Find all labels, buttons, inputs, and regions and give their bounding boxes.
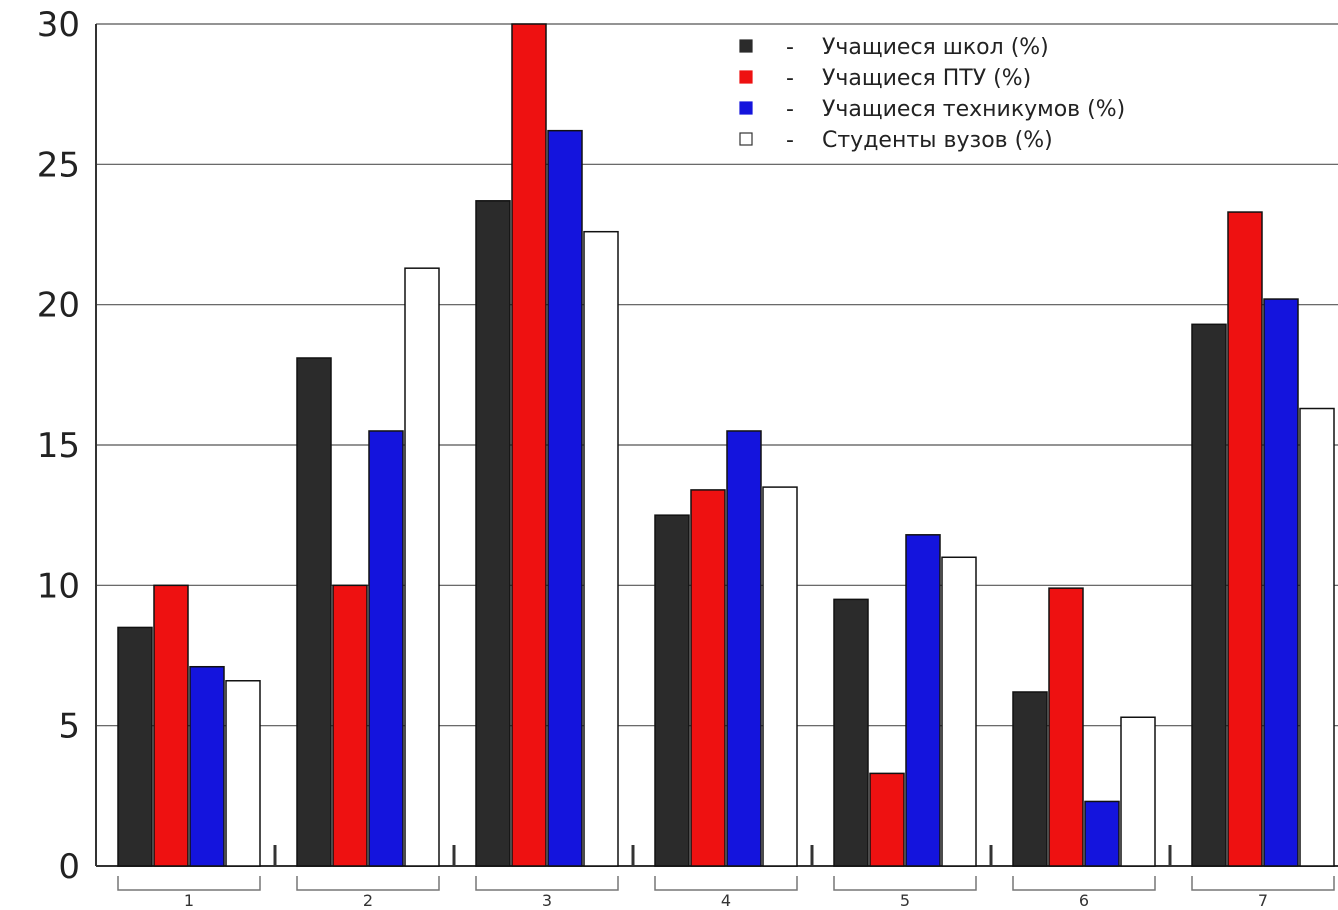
legend-separator: - (786, 66, 794, 91)
legend-label: Учащиеся техникумов (%) (822, 97, 1125, 122)
bar (1263, 298, 1299, 867)
bar (1012, 691, 1048, 867)
bar (296, 357, 332, 867)
bar (332, 584, 368, 867)
x-category-label: 2 (363, 891, 373, 910)
bar (1084, 800, 1120, 867)
bar (1227, 211, 1263, 867)
y-tick-label: 25 (37, 145, 80, 185)
legend-marker (739, 39, 753, 53)
bar (869, 772, 905, 867)
y-tick-label: 30 (37, 5, 80, 45)
legend-marker (739, 70, 753, 84)
bar (762, 486, 798, 867)
x-category-label: 7 (1258, 891, 1268, 910)
bar (726, 430, 762, 867)
category-bracket (117, 876, 261, 891)
y-tick-label: 5 (58, 707, 80, 747)
legend: - Учащиеся школ (%) - Учащиеся ПТУ (%) - Учащ… (720, 26, 1330, 158)
legend-separator: - (786, 97, 794, 122)
legend-label: Учащиеся ПТУ (%) (822, 66, 1031, 91)
bar (1191, 323, 1227, 867)
x-category-label: 3 (542, 891, 552, 910)
legend-marker (739, 132, 753, 146)
category-bracket (833, 876, 977, 891)
category-bracket (1191, 876, 1335, 891)
legend-separator: - (786, 35, 794, 60)
bar (1120, 716, 1156, 867)
x-category-labels: 1 2 3 4 5 6 7 (184, 891, 1268, 910)
legend-separator: - (786, 128, 794, 153)
y-tick-labels: 0 5 10 15 20 25 30 (37, 5, 80, 887)
bar (117, 626, 153, 867)
bar (404, 267, 440, 867)
bar (475, 200, 511, 867)
category-bracket (654, 876, 798, 891)
group-separators (117, 845, 1335, 891)
legend-label: Учащиеся школ (%) (822, 35, 1049, 60)
bar (1299, 407, 1335, 867)
y-tick-label: 0 (58, 847, 80, 887)
bar (1048, 587, 1084, 867)
bar (225, 680, 261, 867)
category-bracket (475, 876, 619, 891)
bar (905, 534, 941, 867)
bar (583, 230, 619, 867)
x-category-label: 1 (184, 891, 194, 910)
bars (117, 23, 1335, 867)
legend-label: Студенты вузов (%) (822, 128, 1053, 153)
bar (654, 514, 690, 867)
x-category-label: 4 (721, 891, 731, 910)
y-tick-label: 20 (37, 286, 80, 326)
bar (511, 23, 547, 867)
y-tick-label: 15 (37, 426, 80, 466)
category-bracket (296, 876, 440, 891)
legend-background (720, 26, 1330, 158)
bar (547, 129, 583, 867)
category-bracket (1012, 876, 1156, 891)
bar (189, 665, 225, 867)
x-category-label: 5 (900, 891, 910, 910)
bar (368, 430, 404, 867)
legend-marker (739, 101, 753, 115)
y-tick-label: 10 (37, 566, 80, 606)
bar (941, 556, 977, 867)
bar (833, 598, 869, 867)
x-category-label: 6 (1079, 891, 1089, 910)
bar (153, 584, 189, 867)
bar (690, 489, 726, 867)
